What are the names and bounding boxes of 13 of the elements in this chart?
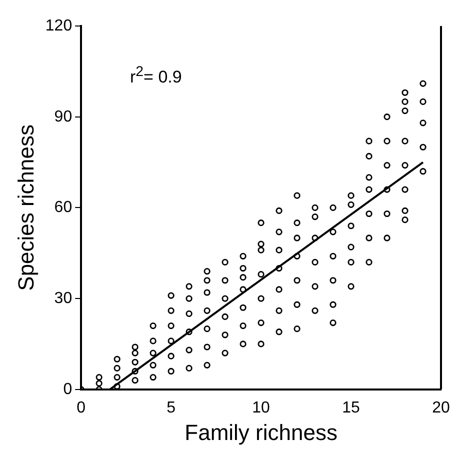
annotation: r$^{2}$= 0.9 (130, 64, 182, 88)
y-tick-label: 30 (54, 290, 72, 307)
x-tick-label: 20 (432, 399, 450, 416)
x-tick-label: 0 (76, 399, 86, 416)
y-tick-label: 0 (63, 380, 72, 398)
x-tick-label: 15 (342, 399, 360, 416)
y-tick-label: 90 (54, 108, 72, 126)
x-axis-title: Family richness (184, 420, 338, 445)
y-axis-title: Species richness (13, 124, 38, 291)
x-tick-label: 10 (252, 399, 270, 416)
y-tick-label: 60 (54, 199, 72, 216)
x-tick-label: 5 (166, 399, 176, 416)
y-tick-label: 120 (45, 17, 72, 34)
